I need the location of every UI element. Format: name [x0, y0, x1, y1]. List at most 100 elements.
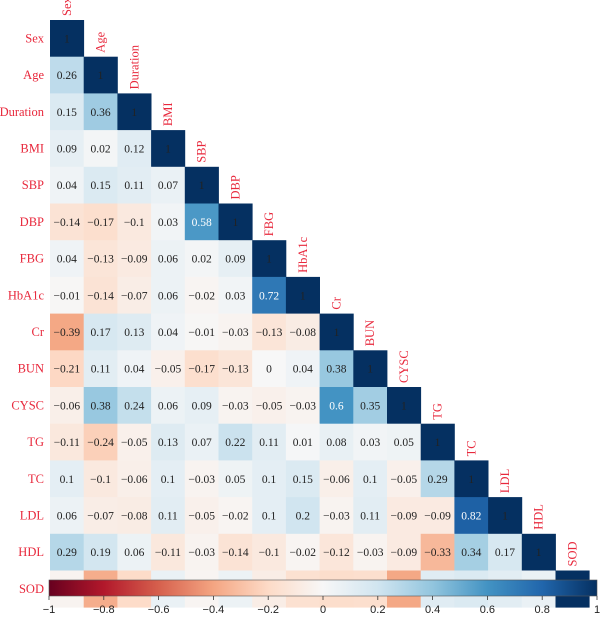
heatmap-cell-cysc-duration [117, 387, 152, 425]
colorbar-tick-label: 0.8 [535, 604, 550, 616]
heatmap-cell-hba1c-sbp [184, 276, 219, 314]
row-label-fbg: FBG [20, 252, 44, 266]
diagonal-label-hdl: HDL [532, 504, 546, 530]
heatmap-cell-ldl-hba1c [285, 497, 320, 535]
heatmap-cell-cysc-sbp [184, 387, 219, 425]
heatmap-cell-cysc-cr [319, 387, 354, 425]
cell-value-label: 1 [199, 180, 205, 192]
row-label-sex: Sex [25, 31, 45, 45]
heatmap-cell-fbg-sex [50, 240, 85, 278]
cell-value-label: 0.06 [158, 400, 178, 412]
heatmap-cell-bun-sex [50, 350, 85, 388]
cell-value-label: 0.11 [158, 510, 178, 522]
cell-value-label: 1 [300, 290, 306, 302]
heatmap-cell-cysc-sex [50, 387, 85, 425]
row-label-tg: TG [27, 435, 44, 449]
heatmap-cell-cysc-dbp [218, 387, 253, 425]
cell-value-label: 0.11 [259, 437, 279, 449]
cell-value-label: 0.07 [158, 180, 178, 192]
heatmap-cell-cr-bmi [151, 313, 186, 351]
row-label-bun: BUN [18, 362, 44, 376]
heatmap-cell-tg-sex [50, 423, 85, 461]
heatmap-cell-tc-age [83, 460, 118, 498]
cell-value-label: 0.04 [158, 327, 178, 339]
diagonal-label-sex: Sex [60, 0, 74, 16]
cell-value-label: 0.01 [293, 437, 313, 449]
cell-value-label: −0.1 [259, 547, 280, 559]
heatmap-cell-bmi-age [83, 130, 118, 168]
heatmap-cell-hdl-duration [117, 533, 152, 571]
diagonal-label-dbp: DBP [228, 175, 242, 199]
heatmap-cell-bmi-duration [117, 130, 152, 168]
heatmap-cell-fbg-bmi [151, 240, 186, 278]
heatmap-cell-cysc-bmi [151, 387, 186, 425]
cell-value-label: −0.17 [188, 364, 215, 376]
colorbar-tick-label: 0.4 [425, 604, 440, 616]
heatmap-cell-bun-duration [117, 350, 152, 388]
heatmap-cell-ldl-tg [420, 497, 455, 535]
heatmap-cell-bun-hba1c [285, 350, 320, 388]
heatmap-cell-bun-cr [319, 350, 354, 388]
row-label-age: Age [23, 68, 44, 82]
heatmap-cell-tc-duration [117, 460, 152, 498]
colorbar-tick-label: 0.2 [370, 604, 385, 616]
row-label-tc: TC [28, 472, 44, 486]
cell-value-label: −0.05 [155, 364, 182, 376]
heatmap-cell-tg-cr [319, 423, 354, 461]
cell-value-label: 0.34 [461, 547, 481, 559]
diagonal-label-fbg: FBG [262, 212, 276, 236]
heatmap-cell-cr-sbp [184, 313, 219, 351]
cell-value-label: 0.06 [158, 254, 178, 266]
diagonal-label-tg: TG [431, 403, 445, 420]
heatmap-cell-hdl-hdl [521, 533, 556, 571]
row-label-cr: Cr [32, 325, 45, 339]
row-label-dbp: DBP [20, 215, 44, 229]
heatmap-cell-bun-bun [353, 350, 388, 388]
heatmap-cell-tc-cysc [387, 460, 422, 498]
cell-value-label: 0.17 [495, 547, 515, 559]
diagonal-labels: Sex Age Duration BMI SBP DBP FBG HbA1c Cr BUN CYSC… [60, 0, 579, 567]
heatmap-cell-fbg-duration [117, 240, 152, 278]
row-label-bmi: BMI [20, 141, 44, 155]
cell-value-label: 1 [266, 254, 272, 266]
heatmap-cell-hba1c-bmi [151, 276, 186, 314]
heatmap-cell-ldl-tc [454, 497, 489, 535]
cell-value-label: −0.09 [121, 254, 148, 266]
cell-value-label: 0.11 [360, 510, 380, 522]
heatmap-cell-sbp-age [83, 166, 118, 204]
cell-value-label: 1 [131, 107, 137, 119]
cell-value-label: 0.13 [158, 437, 178, 449]
cell-value-label: −0.03 [289, 400, 316, 412]
cell-value-label: 0.04 [57, 254, 77, 266]
cell-value-label: −0.09 [424, 510, 451, 522]
heatmap-cell-hba1c-dbp [218, 276, 253, 314]
cell-value-label: 0.11 [124, 180, 144, 192]
cell-value-label: 0.82 [461, 510, 481, 522]
heatmap-cell-ldl-bun [353, 497, 388, 535]
heatmap-cell-dbp-sex [50, 203, 85, 241]
heatmap-cell-hdl-tg [420, 533, 455, 571]
heatmap-cell-tg-dbp [218, 423, 253, 461]
heatmap-cell-ldl-cysc [387, 497, 422, 535]
cell-value-label: −0.03 [222, 400, 249, 412]
row-label-hdl: HDL [18, 545, 44, 559]
cell-value-label: 1 [165, 143, 171, 155]
heatmap-cell-duration-duration [117, 93, 152, 131]
heatmap-cell-tg-tg [420, 423, 455, 461]
cell-value-label: 0.58 [192, 217, 212, 229]
heatmap-cell-tc-fbg [252, 460, 287, 498]
colorbar-tick-label: 0.6 [480, 604, 495, 616]
heatmap-cell-tg-duration [117, 423, 152, 461]
heatmap-cell-tc-cr [319, 460, 354, 498]
heatmap-cell-dbp-sbp [184, 203, 219, 241]
heatmap-cell-bun-dbp [218, 350, 253, 388]
heatmap-cells: 10.26 10.15 0.36 10.09 0.02 0.12 10.04 0.15 0.11… [50, 20, 590, 608]
heatmap-cell-cysc-hba1c [285, 387, 320, 425]
diagonal-label-sod: SOD [565, 541, 579, 566]
row-label-ldl: LDL [20, 508, 44, 522]
cell-value-label: 0.02 [192, 254, 212, 266]
cell-value-label: 0.05 [394, 437, 414, 449]
cell-value-label: 0.19 [90, 547, 110, 559]
diagonal-label-sbp: SBP [195, 141, 209, 163]
